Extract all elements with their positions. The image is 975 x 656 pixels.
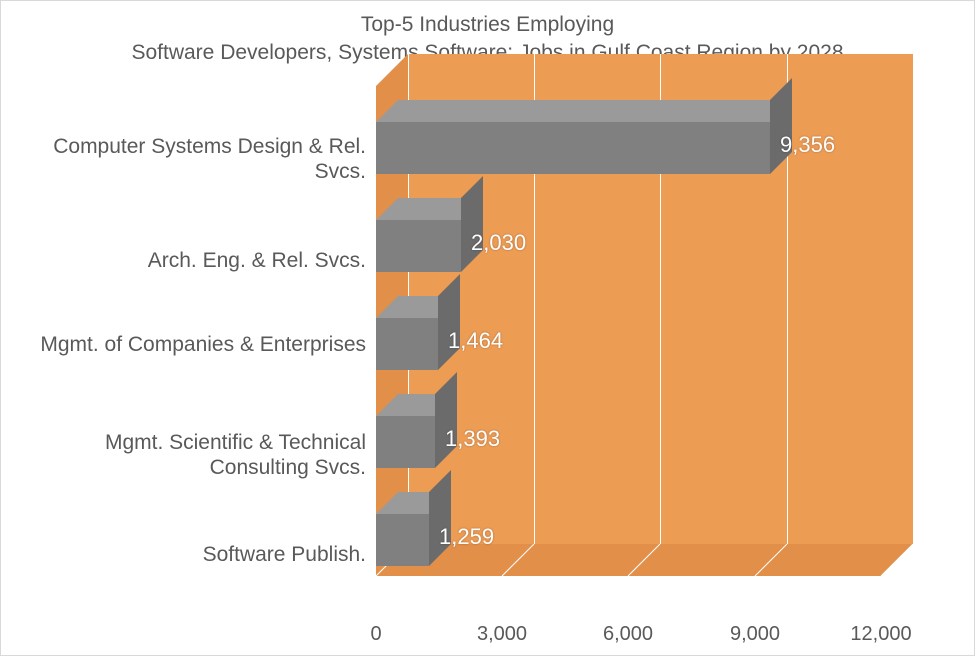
value-label: 2,030 [471,230,526,256]
plot-area: 9,356 2,030 1,464 1,393 1,259 [376,86,921,576]
x-axis-ticks: 0 3,000 6,000 9,000 12,000 [376,623,921,653]
x-tick-label: 6,000 [603,623,653,646]
x-tick-label: 3,000 [477,623,527,646]
category-label: Arch. Eng. & Rel. Svcs. [6,248,366,273]
x-tick-label: 0 [370,623,381,646]
x-tick-label: 12,000 [850,623,911,646]
title-line-1: Top-5 Industries Employing [1,11,974,39]
category-label: Computer Systems Design & Rel. Svcs. [6,134,366,184]
value-label: 1,259 [439,524,494,550]
x-tick-label: 9,000 [730,623,780,646]
value-label: 9,356 [780,132,835,158]
bar: 1,259 [376,514,429,566]
bar: 1,464 [376,318,438,370]
category-label: Software Publish. [6,542,366,567]
bar: 2,030 [376,220,461,272]
chart-container: Top-5 Industries Employing Software Deve… [0,0,975,656]
y-axis-labels: Computer Systems Design & Rel. Svcs. Arc… [1,86,366,576]
bar: 9,356 [376,122,770,174]
value-label: 1,393 [445,426,500,452]
category-label: Mgmt. Scientific & Technical Consulting … [6,430,366,480]
category-label: Mgmt. of Companies & Enterprises [6,332,366,357]
bar: 1,393 [376,416,435,468]
value-label: 1,464 [448,328,503,354]
